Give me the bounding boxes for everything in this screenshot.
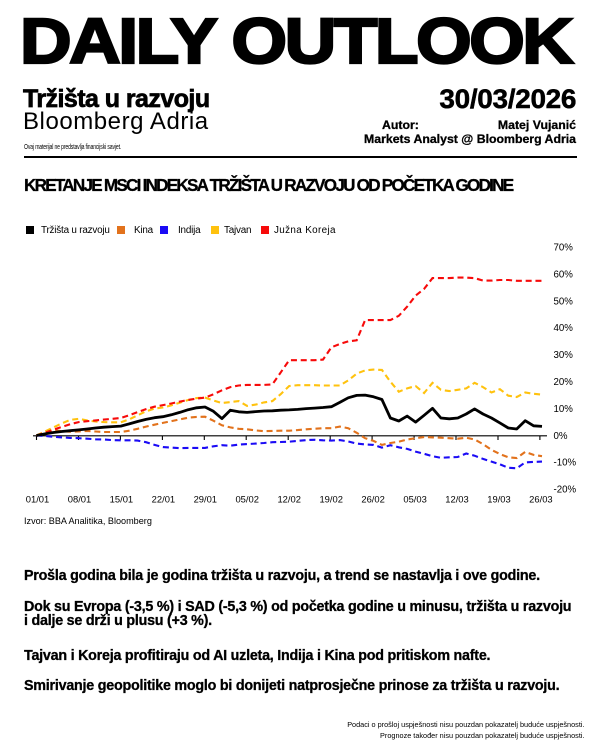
svg-text:-10%: -10% [554,458,577,469]
svg-text:29/01: 29/01 [194,494,217,505]
svg-text:26/02: 26/02 [361,494,384,505]
svg-text:01/01: 01/01 [26,494,49,505]
svg-text:26/03: 26/03 [529,494,552,505]
svg-text:40%: 40% [554,323,574,334]
svg-text:05/02: 05/02 [235,494,258,505]
svg-text:0%: 0% [554,431,568,442]
svg-text:19/02: 19/02 [319,494,342,505]
svg-text:12/03: 12/03 [445,494,468,505]
svg-text:15/01: 15/01 [110,494,133,505]
svg-text:05/03: 05/03 [403,494,426,505]
svg-text:19/03: 19/03 [487,494,510,505]
svg-text:30%: 30% [554,350,574,361]
svg-text:22/01: 22/01 [152,494,175,505]
svg-text:-20%: -20% [554,485,577,496]
svg-text:50%: 50% [554,296,574,307]
svg-text:70%: 70% [554,243,574,254]
svg-text:12/02: 12/02 [277,494,300,505]
svg-text:20%: 20% [554,377,574,388]
svg-text:08/01: 08/01 [68,494,91,505]
svg-text:60%: 60% [554,269,574,280]
svg-text:10%: 10% [554,404,574,415]
